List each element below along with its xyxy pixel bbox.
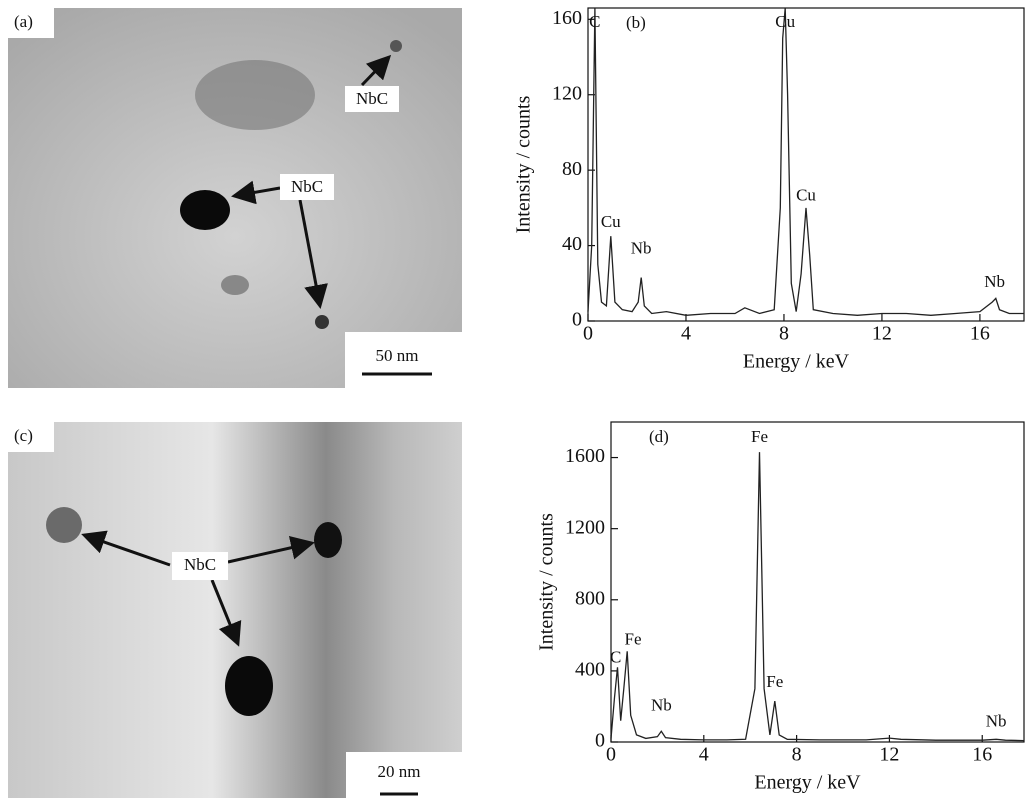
micrograph-a: (a) NbC NbC 50 nm: [8, 8, 462, 388]
x-tick-label: 4: [699, 744, 709, 766]
x-tick-label: 8: [779, 323, 789, 345]
peak-label: Nb: [651, 695, 672, 714]
label-box: [8, 422, 54, 452]
peak-label: Nb: [984, 272, 1005, 291]
y-tick-label: 400: [575, 658, 605, 680]
x-tick-label: 0: [606, 744, 616, 766]
y-axis-label: Intensity / counts: [536, 513, 558, 651]
scale-label: 50 nm: [376, 346, 419, 365]
arrow: [298, 199, 328, 309]
scale-box: [346, 752, 462, 798]
arrow: [210, 579, 242, 647]
plot-frame: [587, 7, 1025, 322]
y-tick-label: 120: [552, 82, 582, 104]
shade: [221, 275, 249, 295]
y-tick-label: 0: [595, 730, 605, 752]
peak-label: Cu: [601, 212, 621, 231]
micrograph-c: (c) NbC 20 nm: [8, 422, 462, 798]
particle: [314, 522, 342, 558]
scale-box: [345, 332, 462, 388]
label-box: [345, 86, 399, 112]
annotation: NbC: [356, 89, 388, 108]
plot-frame: [610, 421, 1025, 743]
y-tick-label: 1200: [565, 516, 605, 538]
spectrum-line: [610, 452, 1025, 742]
y-tick-label: 800: [575, 587, 605, 609]
image-background: [8, 422, 462, 798]
shade: [195, 60, 315, 130]
particle: [180, 190, 230, 230]
arrow: [227, 535, 315, 564]
arrow: [81, 530, 171, 567]
x-tick-label: 16: [972, 744, 992, 766]
peak-label: Fe: [625, 630, 642, 649]
panel-label: (a): [14, 12, 33, 31]
panel-label: (b): [626, 13, 646, 32]
arrow: [360, 54, 392, 87]
y-axis-label: Intensity / counts: [513, 95, 535, 233]
panel-label: (c): [14, 426, 33, 445]
label-box: [172, 552, 228, 580]
x-tick-label: 12: [872, 323, 892, 345]
label-box: [280, 174, 334, 200]
particle: [225, 656, 273, 716]
x-tick-label: 16: [970, 323, 990, 345]
x-tick-label: 8: [792, 744, 802, 766]
peak-label: C: [589, 12, 600, 31]
peak-label: Cu: [796, 185, 816, 204]
panel-label: (d): [649, 427, 669, 446]
arrow: [231, 180, 281, 205]
y-tick-label: 0: [572, 309, 582, 331]
x-axis-label: Energy / keV: [743, 351, 850, 373]
y-tick-label: 40: [562, 233, 582, 255]
spectrum-chart: 0 4 8 12 16040080012001600CFeNbFeFeNb(d)Ener…: [536, 421, 1025, 794]
x-tick-label: 0: [583, 323, 593, 345]
peak-label: Nb: [631, 238, 652, 257]
particle: [46, 507, 82, 543]
particle: [390, 40, 402, 52]
spectrum-line: [587, 7, 1024, 316]
annotation: NbC: [291, 177, 323, 196]
peak-label: Fe: [766, 672, 783, 691]
x-axis-label: Energy / keV: [754, 772, 861, 794]
peak-label: Nb: [986, 711, 1007, 730]
y-tick-label: 160: [552, 7, 582, 29]
scale-label: 20 nm: [378, 762, 421, 781]
peak-label: C: [610, 647, 621, 666]
label-box: [8, 8, 54, 38]
peak-label: Fe: [751, 427, 768, 446]
y-tick-label: 1600: [565, 445, 605, 467]
annotation: NbC: [184, 555, 216, 574]
x-tick-label: 4: [681, 323, 691, 345]
particle: [315, 315, 329, 329]
y-tick-label: 80: [562, 158, 582, 180]
x-tick-label: 12: [879, 744, 899, 766]
peak-label: Cu: [775, 12, 795, 31]
